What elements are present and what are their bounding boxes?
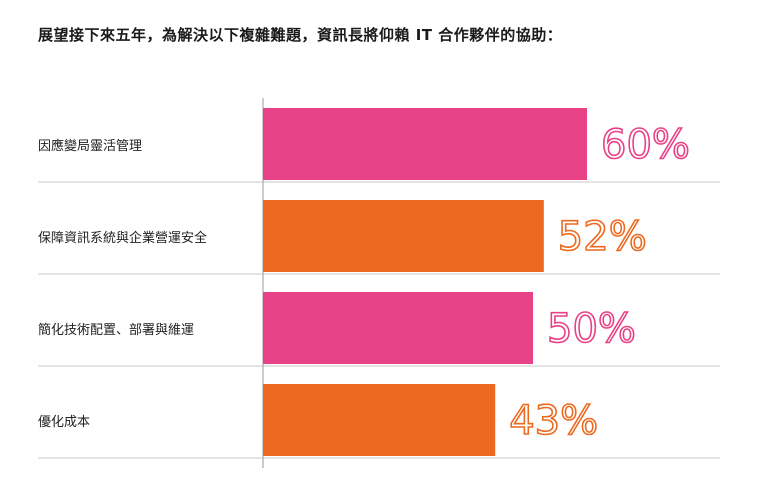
bar [263, 292, 533, 364]
value-label: 43% [509, 398, 598, 444]
category-label: 簡化技術配置、部署與維運 [38, 323, 195, 338]
bar [263, 200, 544, 272]
bar [263, 384, 496, 456]
value-label: 60% [601, 122, 690, 168]
bar [263, 108, 587, 180]
value-label: 50% [547, 306, 636, 352]
category-label: 保障資訊系統與企業營運安全 [38, 231, 208, 246]
category-label: 因應變局靈活管理 [38, 139, 143, 154]
category-label: 優化成本 [38, 415, 91, 430]
value-label: 52% [558, 214, 647, 260]
chart-title: 展望接下來五年，為解決以下複雜難題，資訊長將仰賴 IT 合作夥伴的協助： [38, 26, 563, 44]
